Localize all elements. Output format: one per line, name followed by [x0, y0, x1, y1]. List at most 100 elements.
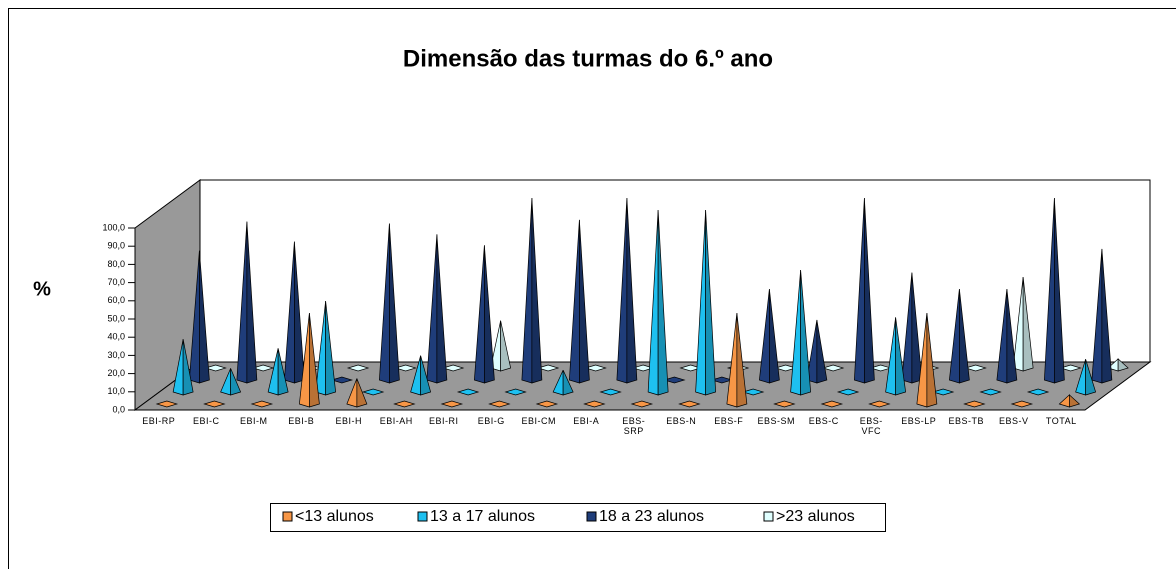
- x-tick-label: EBS-N: [666, 416, 697, 426]
- y-tick-label: 70,0: [107, 277, 125, 287]
- pyramid: [599, 388, 622, 396]
- y-tick-label: 30,0: [107, 350, 125, 360]
- pyramid: [1075, 359, 1097, 396]
- pyramid-base: [440, 400, 464, 408]
- y-tick-label: 0,0: [112, 404, 125, 414]
- pyramid: [758, 288, 780, 384]
- pyramid-face: [626, 197, 638, 384]
- pyramid-base: [979, 388, 1002, 396]
- pyramid: [806, 319, 828, 384]
- pyramid-base: [678, 400, 701, 408]
- pyramid-base: [441, 364, 465, 372]
- pyramid: [916, 312, 938, 408]
- pyramid: [220, 368, 242, 396]
- pyramid: [584, 364, 607, 372]
- pyramid: [251, 364, 275, 372]
- legend-label: 18 a 23 alunos: [599, 508, 704, 525]
- pyramid: [1058, 394, 1081, 408]
- pyramid-face: [736, 312, 748, 408]
- pyramid-base: [599, 388, 622, 396]
- pyramid: [379, 223, 400, 384]
- pyramid: [647, 209, 669, 396]
- pyramid-base: [536, 364, 560, 372]
- pyramid-face: [356, 378, 368, 408]
- pyramid: [773, 400, 796, 408]
- pyramid: [203, 400, 226, 408]
- legend-swatch: [763, 511, 774, 522]
- pyramid: [441, 364, 465, 372]
- pyramid: [440, 400, 464, 408]
- pyramid: [678, 400, 701, 408]
- pyramid: [931, 388, 955, 396]
- pyramid: [361, 388, 385, 396]
- pyramid-base: [584, 364, 607, 372]
- x-tick-label: EBS-V: [998, 416, 1029, 426]
- pyramid: [536, 364, 560, 372]
- pyramid: [630, 400, 654, 408]
- pyramid-base: [583, 400, 606, 408]
- pyramid-face: [531, 197, 543, 384]
- pyramid-face: [705, 209, 716, 396]
- x-tick-label: EBS-TB: [948, 416, 984, 426]
- pyramid-face: [911, 272, 923, 384]
- pyramid: [346, 364, 370, 372]
- pyramid-face: [1054, 197, 1065, 384]
- pyramid: [821, 364, 845, 372]
- x-tick-label: EBS-SRP: [622, 416, 646, 436]
- pyramid: [790, 270, 811, 396]
- pyramid: [284, 241, 305, 384]
- pyramid-face: [1101, 248, 1113, 384]
- pyramid-face: [199, 250, 210, 384]
- x-tick-label: EBI-RP: [142, 416, 176, 426]
- pyramid-base: [964, 364, 987, 372]
- legend-box: [270, 503, 886, 532]
- pyramid-face: [562, 370, 574, 396]
- pyramid-base: [456, 388, 480, 396]
- pyramid: [1091, 248, 1113, 384]
- pyramid: [964, 364, 987, 372]
- pyramid: [490, 320, 512, 372]
- pyramid: [552, 370, 574, 396]
- pyramid: [488, 400, 511, 408]
- pyramid-base: [836, 388, 860, 396]
- legend-swatch: [282, 511, 293, 522]
- legend-label: >23 alunos: [776, 508, 855, 525]
- y-tick-label: 90,0: [107, 241, 125, 251]
- pyramid-base: [1059, 364, 1082, 372]
- pyramid-base: [330, 376, 354, 384]
- x-tick-label: TOTAL: [1045, 416, 1077, 426]
- pyramid-face: [579, 219, 590, 384]
- pyramid: [820, 400, 844, 408]
- pyramid-face: [1006, 288, 1018, 384]
- pyramid: [963, 400, 986, 408]
- pyramid-face: [182, 339, 194, 396]
- pyramid-base: [1010, 400, 1034, 408]
- pyramid: [885, 317, 907, 396]
- pyramid-face: [959, 288, 970, 384]
- frame: [8, 8, 1176, 569]
- pyramid-face: [389, 223, 400, 384]
- pyramid: [504, 388, 527, 396]
- pyramid: [854, 197, 875, 384]
- pyramid-face: [1117, 358, 1129, 372]
- y-tick-label: 10,0: [107, 386, 125, 396]
- pyramid-base: [1026, 388, 1050, 396]
- pyramid-face: [246, 221, 258, 384]
- x-tick-label: EBS-SM: [757, 416, 795, 426]
- pyramid-base: [394, 364, 417, 372]
- pyramid: [583, 400, 606, 408]
- pyramid: [535, 400, 559, 408]
- pyramid-face: [769, 288, 780, 384]
- legend-label: 13 a 17 alunos: [430, 508, 535, 525]
- pyramid-face: [277, 348, 289, 396]
- pyramid-base: [630, 400, 654, 408]
- pyramid-base: [868, 400, 891, 408]
- pyramid-base: [820, 400, 844, 408]
- pyramid-face: [230, 368, 242, 396]
- pyramid: [393, 400, 416, 408]
- pyramid: [410, 355, 432, 396]
- pyramid-base: [361, 388, 385, 396]
- pyramid: [394, 364, 417, 372]
